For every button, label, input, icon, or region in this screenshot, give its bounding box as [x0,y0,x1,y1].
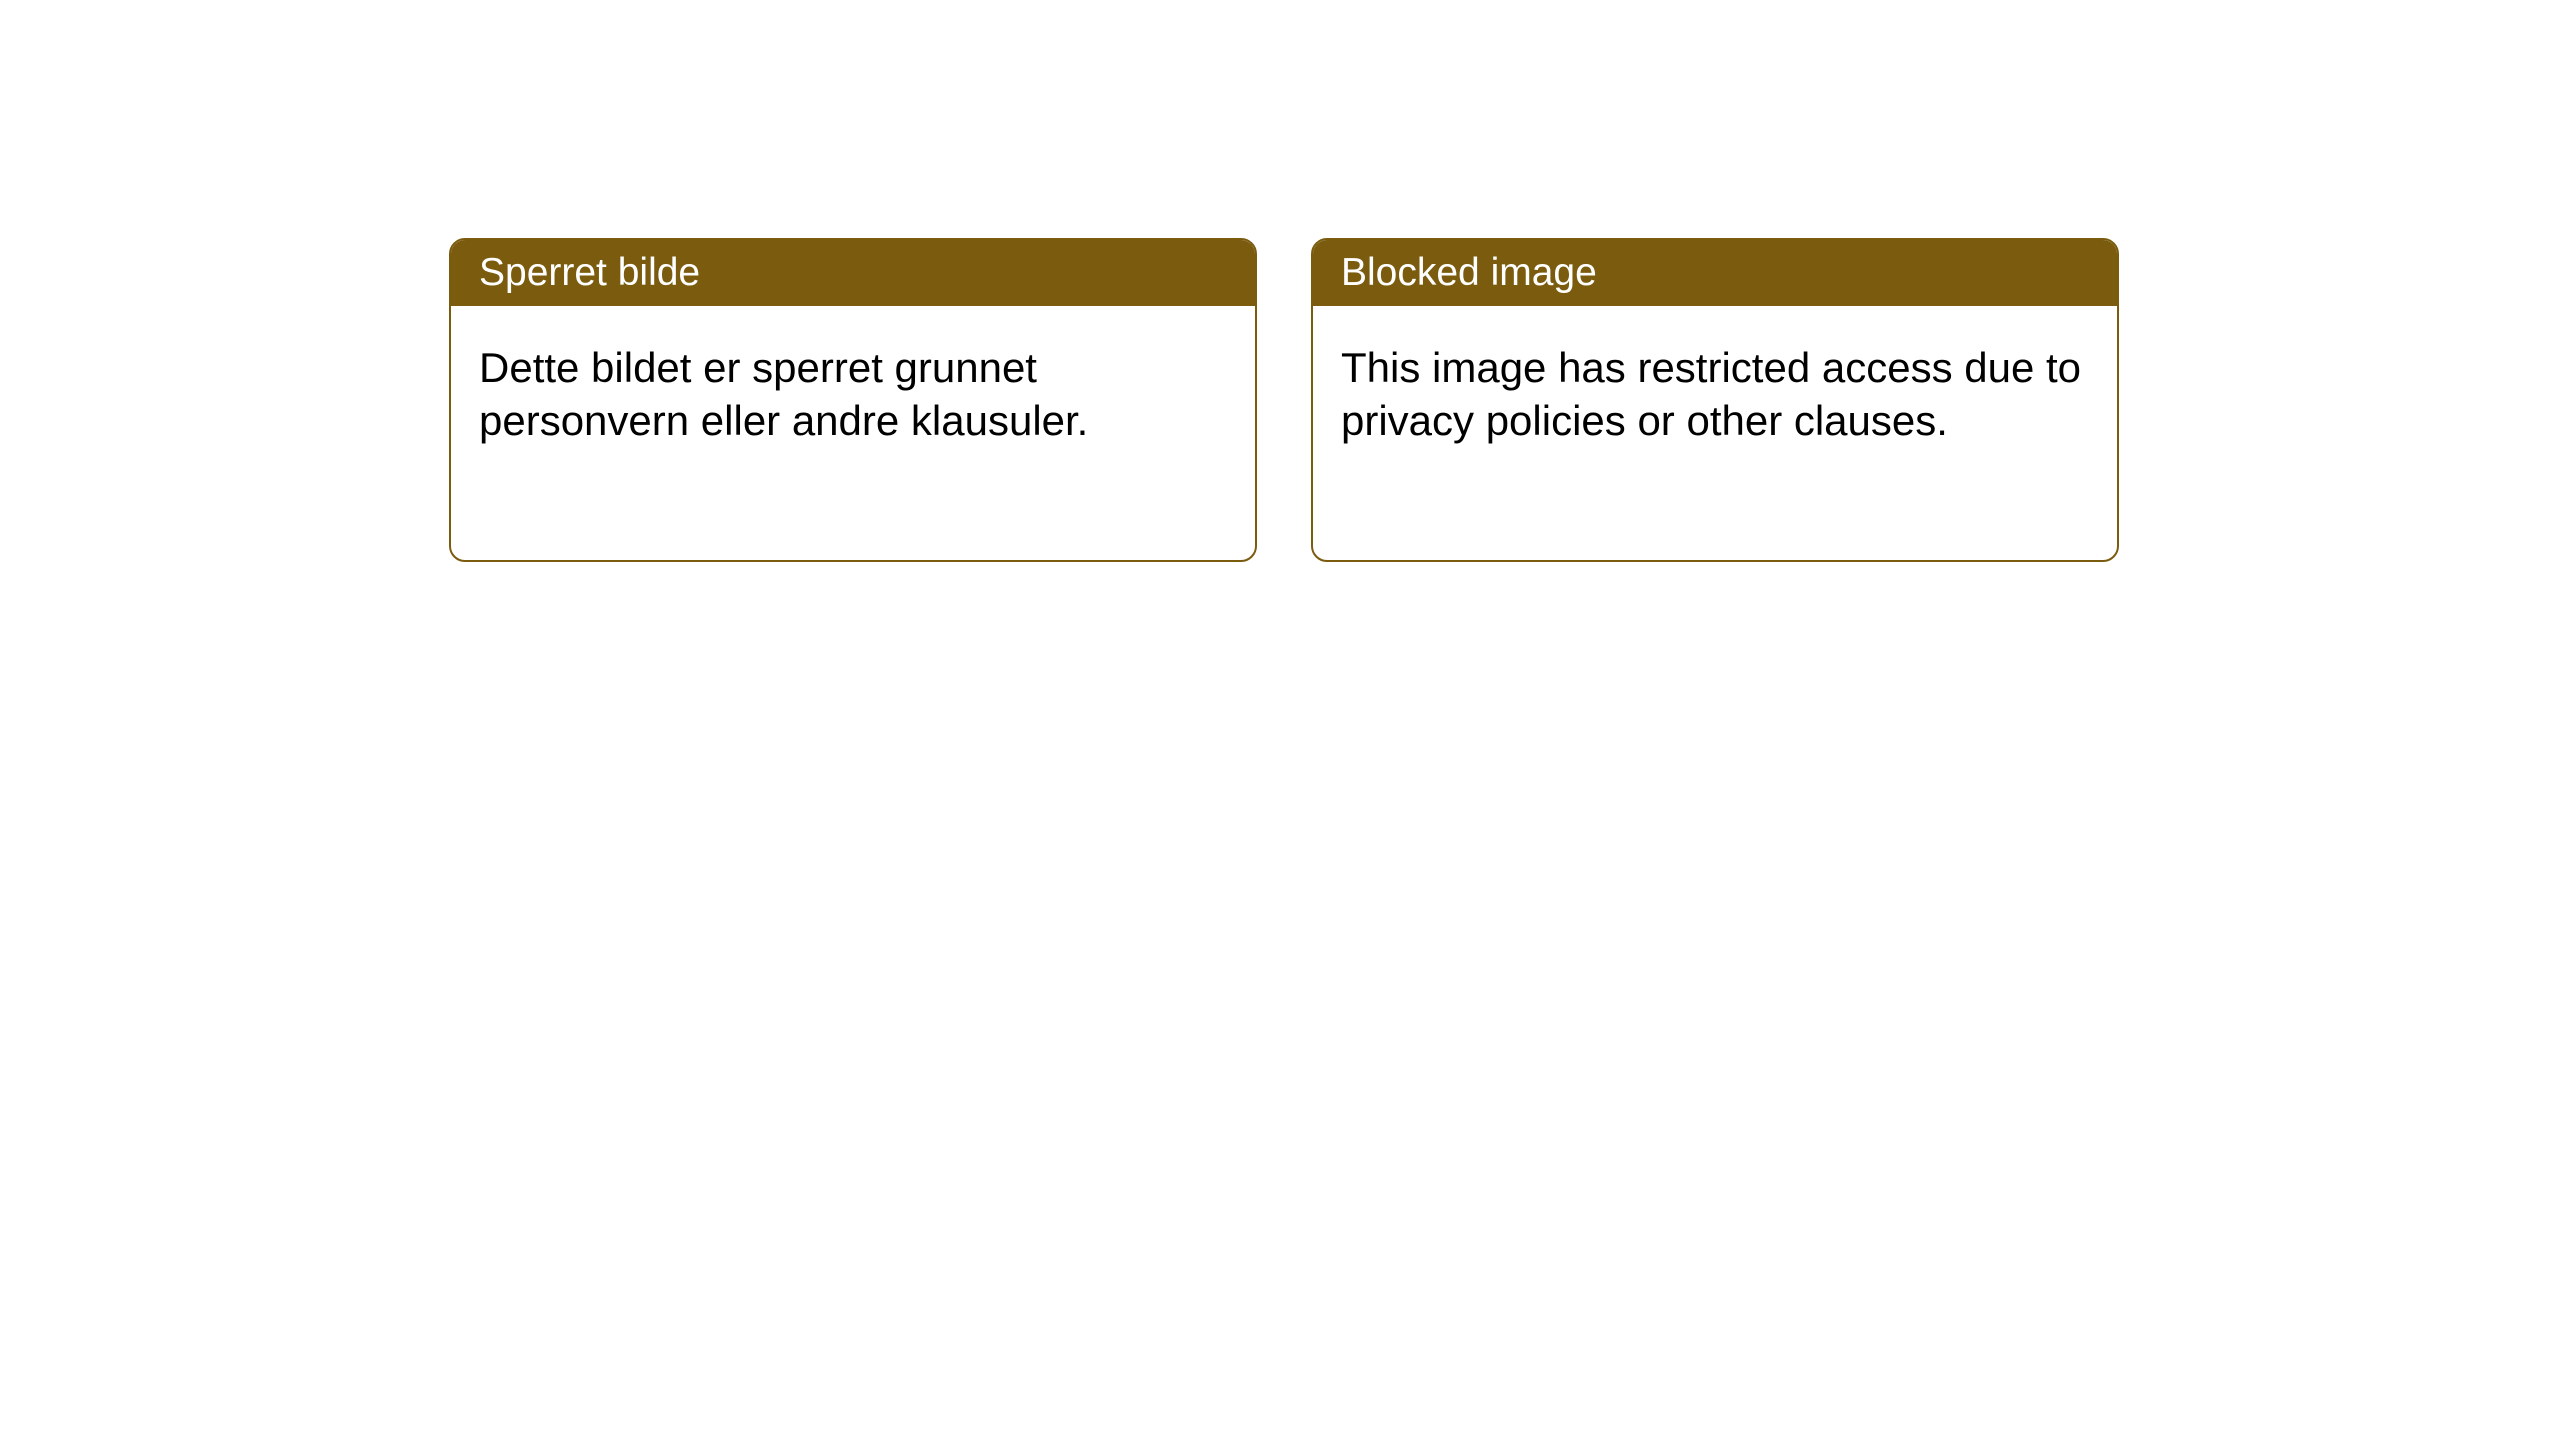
card-header: Blocked image [1313,240,2117,306]
card-body: Dette bildet er sperret grunnet personve… [451,306,1255,560]
notice-card-norwegian: Sperret bilde Dette bildet er sperret gr… [449,238,1257,562]
card-body-text: This image has restricted access due to … [1341,344,2081,444]
card-header-text: Sperret bilde [479,251,700,294]
notice-card-english: Blocked image This image has restricted … [1311,238,2119,562]
card-header-text: Blocked image [1341,251,1597,294]
cards-container: Sperret bilde Dette bildet er sperret gr… [449,238,2119,562]
card-header: Sperret bilde [451,240,1255,306]
card-body-text: Dette bildet er sperret grunnet personve… [479,344,1088,444]
card-body: This image has restricted access due to … [1313,306,2117,560]
